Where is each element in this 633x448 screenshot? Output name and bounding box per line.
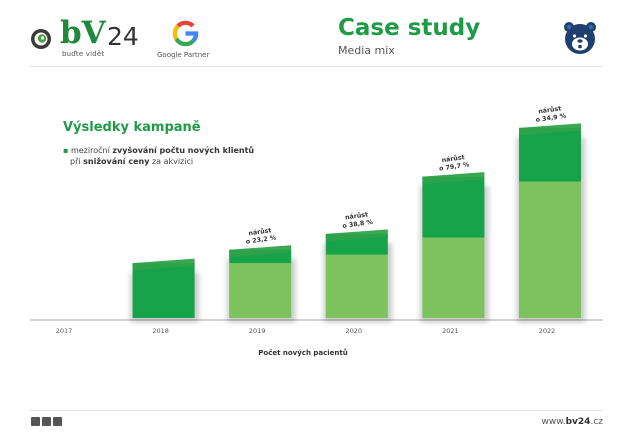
bullet-dot: ▪	[63, 146, 71, 155]
bear-mascot-icon	[564, 22, 596, 54]
x-tick-label: 2017	[56, 327, 73, 335]
bar-top-face	[132, 258, 195, 271]
bar-upper-segment	[422, 176, 485, 238]
page-subtitle: Media mix	[338, 44, 395, 57]
x-tick-label: 2020	[346, 327, 363, 335]
growth-annotation-bottom: o 23,2 %	[245, 234, 277, 245]
social-links	[31, 417, 64, 428]
google-partner-label: Google Partner	[157, 51, 210, 59]
bv24-logo[interactable]: bV 24 buďte vidět	[30, 15, 145, 62]
chart-note: ▪ meziroční zvyšování počtu nových klien…	[63, 145, 254, 167]
website-url[interactable]: www.bv24.cz	[541, 417, 603, 427]
google-partner-badge: Google Partner	[157, 20, 227, 62]
x-tick-label: 2019	[249, 327, 266, 335]
bar-lower-segment	[325, 254, 388, 318]
x-tick-label: 2018	[152, 327, 169, 335]
x-tick-label: 2021	[442, 327, 459, 335]
facebook-icon[interactable]	[31, 417, 40, 426]
page-title: Case study	[338, 15, 481, 41]
bar-lower-segment	[229, 263, 292, 318]
bar-top-face	[519, 123, 581, 136]
chart-title: Výsledky kampaně	[63, 120, 201, 135]
logo-bv-text: bV	[60, 15, 106, 51]
bar-top-face	[325, 229, 388, 242]
bar-upper-segment	[132, 263, 195, 318]
linkedin-icon[interactable]	[53, 417, 62, 426]
logo-number-text: 24	[107, 22, 139, 51]
x-axis-label: Počet nových pacientů	[258, 348, 347, 357]
eye-logo-icon	[31, 29, 51, 49]
bar-top-face	[229, 245, 292, 257]
header-divider	[30, 66, 603, 67]
bar-upper-segment	[519, 127, 581, 182]
growth-annotation-bottom: o 38,8 %	[342, 219, 374, 230]
growth-annotation-bottom: o 34,9 %	[535, 113, 567, 124]
growth-annotation-bottom: o 79,7 %	[439, 161, 471, 172]
google-g-icon	[172, 20, 199, 47]
bar-lower-segment	[422, 237, 485, 318]
footer-divider	[30, 410, 603, 411]
chart-note-line-1: ▪ meziroční zvyšování počtu nových klien…	[63, 146, 255, 155]
bar-lower-segment	[519, 181, 581, 318]
slide-header: bV 24 buďte vidět Google Partner Case st…	[0, 0, 633, 66]
chart-note-line-2: při snižování ceny za akvizici	[70, 157, 194, 166]
x-tick-label: 2022	[539, 327, 556, 335]
twitter-icon[interactable]	[42, 417, 51, 426]
bar-top-face	[422, 172, 485, 184]
logo-tagline: buďte vidět	[62, 50, 105, 58]
